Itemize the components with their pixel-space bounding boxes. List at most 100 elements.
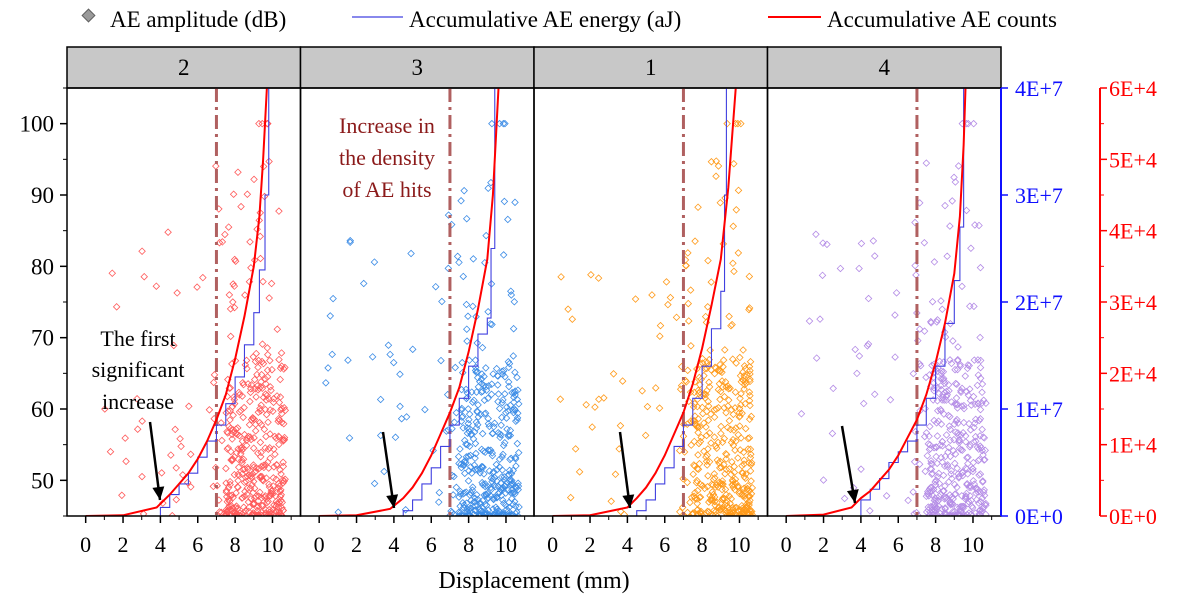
amplitude-marker [706,491,714,500]
amplitude-marker [976,263,985,272]
y-tick-label: 60 [31,397,54,422]
x-tick-label: 10 [728,532,750,557]
amplitude-marker [474,401,482,409]
amplitude-marker [720,403,728,412]
amplitude-marker [980,491,989,500]
amplitude-marker [718,383,727,391]
x-tick-label: 2 [818,532,829,557]
amplitude-marker [571,445,580,453]
amplitude-marker [452,483,461,492]
amplitude-marker [268,365,276,374]
annotation-first-line3: increase [102,389,174,414]
amplitude-marker [108,269,117,277]
amplitude-marker [106,447,115,456]
amplitude-markers [101,119,990,516]
annotation-density: Increase in the density of AE hits [339,113,435,202]
amplitude-marker [954,343,962,351]
amplitude-marker [746,370,754,378]
amplitude-marker [737,401,745,409]
amplitude-marker [933,432,942,440]
amplitude-marker [587,270,595,279]
amplitude-marker [940,492,948,501]
amplitude-marker [505,363,513,372]
amplitude-marker [223,492,231,501]
amplitude-marker [927,317,935,326]
amplitude-marker [468,398,477,406]
amplitude-marker [503,425,511,433]
amplitude-marker [239,503,248,512]
amplitude-marker [731,486,739,494]
amplitude-marker [935,389,943,398]
amplitude-marker [916,361,925,370]
amplitude-marker [193,283,201,291]
amplitude-marker [692,512,701,516]
amplitude-marker [656,332,664,340]
amplitude-marker [250,175,258,184]
panel-header [299,46,535,89]
amplitude-marker [730,426,738,434]
amplitude-marker [473,408,482,416]
amplitude-marker [249,353,258,361]
amplitude-marker [444,211,453,219]
x-tick-label: 10 [495,532,517,557]
amplitude-marker [256,472,265,481]
amplitude-marker [507,469,516,478]
amplitude-marker [970,356,979,364]
amplitude-marker [185,402,193,411]
amplitude-marker [499,119,508,128]
amplitude-marker [277,349,286,357]
amplitude-marker [272,460,281,469]
amplitude-marker [920,327,929,335]
amplitude-marker [239,378,247,387]
curves [85,88,967,516]
amplitude-marker [716,367,725,376]
amplitude-marker [482,382,490,391]
amplitude-marker [963,470,972,478]
amplitude-marker [672,313,681,322]
amplitude-marker [504,407,512,415]
amplitude-marker [408,345,417,354]
amplitude-marker [499,511,507,516]
amplitude-marker [924,487,932,496]
amplitude-marker [741,424,750,433]
amplitude-marker [740,385,748,393]
amplitude-marker [246,388,255,397]
amplitude-marker [235,511,243,516]
amplitude-marker [462,214,471,223]
amplitude-marker [510,398,518,406]
amplitude-marker [943,462,952,471]
amplitude-marker [252,349,261,358]
amplitude-marker [943,252,951,261]
amplitude-marker [740,511,749,516]
amplitude-marker [728,320,736,329]
amplitude-marker [498,496,507,504]
amplitude-marker [745,434,754,442]
amplitude-marker [926,488,935,496]
amplitude-marker [712,172,720,181]
amplitude-marker [720,494,729,503]
amplitude-marker [683,366,692,375]
amplitude-marker [480,470,488,478]
amplitude-marker [704,472,712,480]
amplitude-marker [930,496,939,505]
amplitude-marker [479,447,488,455]
amplitude-marker [741,364,750,373]
amplitude-marker [257,462,266,471]
amplitude-marker [493,381,502,389]
amplitude-marker [720,392,729,401]
amplitude-marker [228,435,236,443]
amplitude-marker [250,375,259,384]
amplitude-marker [840,494,849,503]
amplitude-marker [736,446,744,454]
amplitude-marker [277,486,285,494]
amplitude-marker [237,202,245,211]
amplitude-marker [937,375,945,383]
amplitude-marker [641,431,650,440]
amplitude-marker [247,495,255,503]
amplitude-marker [486,492,495,500]
amplitude-marker [935,469,943,478]
amplitude-marker [745,304,754,312]
amplitude-marker [968,502,976,511]
amplitude-marker [954,470,962,478]
amplitude-marker [259,162,268,171]
